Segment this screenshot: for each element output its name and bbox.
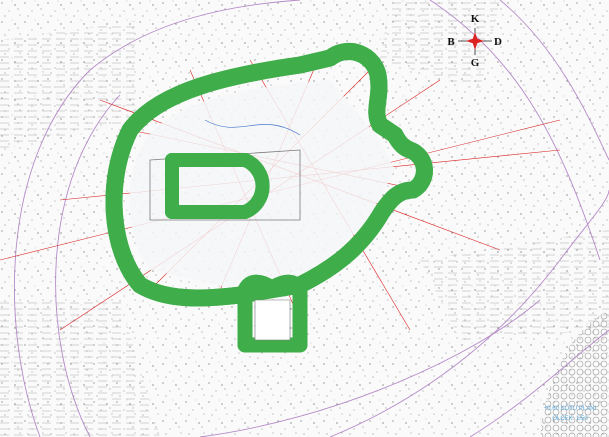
compass-west: B	[447, 36, 455, 48]
compass-north: K	[471, 13, 480, 25]
compass-east: D	[494, 36, 502, 48]
caption-title: +0.60 KOTU PLANI	[544, 406, 597, 412]
caption-scale: ÖLÇEK: 1/50	[552, 415, 588, 422]
compass-south: G	[471, 57, 480, 69]
compass: K B D G	[447, 13, 502, 69]
caption: +0.60 KOTU PLANI ÖLÇEK: 1/50	[544, 406, 597, 422]
castle-wall	[114, 51, 424, 353]
